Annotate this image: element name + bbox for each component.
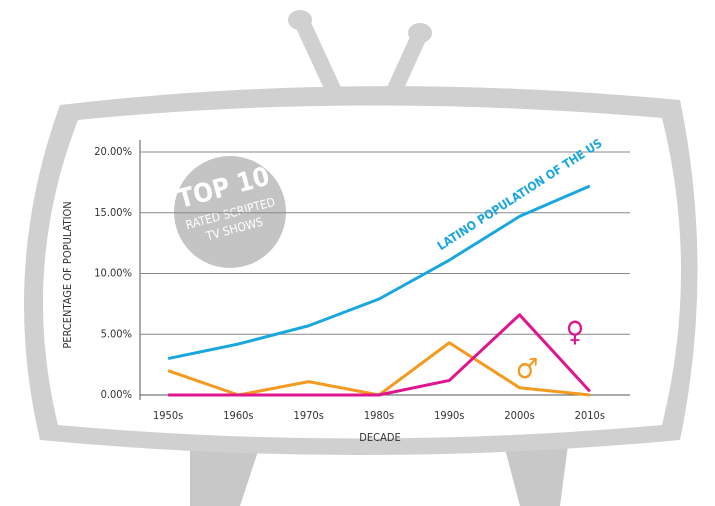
chart: PERCENTAGE OF POPULATION DECADE TOP 10 R…: [0, 0, 715, 506]
x-tick-label: 1950s: [153, 409, 183, 422]
x-axis-label: DECADE: [359, 431, 400, 444]
x-tick-label: 1970s: [294, 409, 324, 422]
y-axis-label: PERCENTAGE OF POPULATION: [61, 201, 74, 348]
series-label: ♂: [516, 352, 539, 385]
x-tick-label: 2000s: [504, 409, 534, 422]
y-tick-label: 20.00%: [94, 145, 132, 158]
x-tick-label: 1980s: [364, 409, 394, 422]
series-label: ♀: [566, 315, 584, 348]
y-tick-label: 5.00%: [101, 327, 132, 340]
x-tick-label: 1960s: [223, 409, 253, 422]
y-tick-label: 15.00%: [94, 206, 132, 219]
y-tick-label: 0.00%: [101, 388, 132, 401]
x-tick-label: 1990s: [434, 409, 464, 422]
y-tick-label: 10.00%: [94, 267, 132, 280]
x-tick-label: 2010s: [575, 409, 605, 422]
page: PERCENTAGE OF POPULATION DECADE TOP 10 R…: [0, 0, 715, 506]
badge: TOP 10 RATED SCRIPTED TV SHOWS: [174, 156, 286, 268]
